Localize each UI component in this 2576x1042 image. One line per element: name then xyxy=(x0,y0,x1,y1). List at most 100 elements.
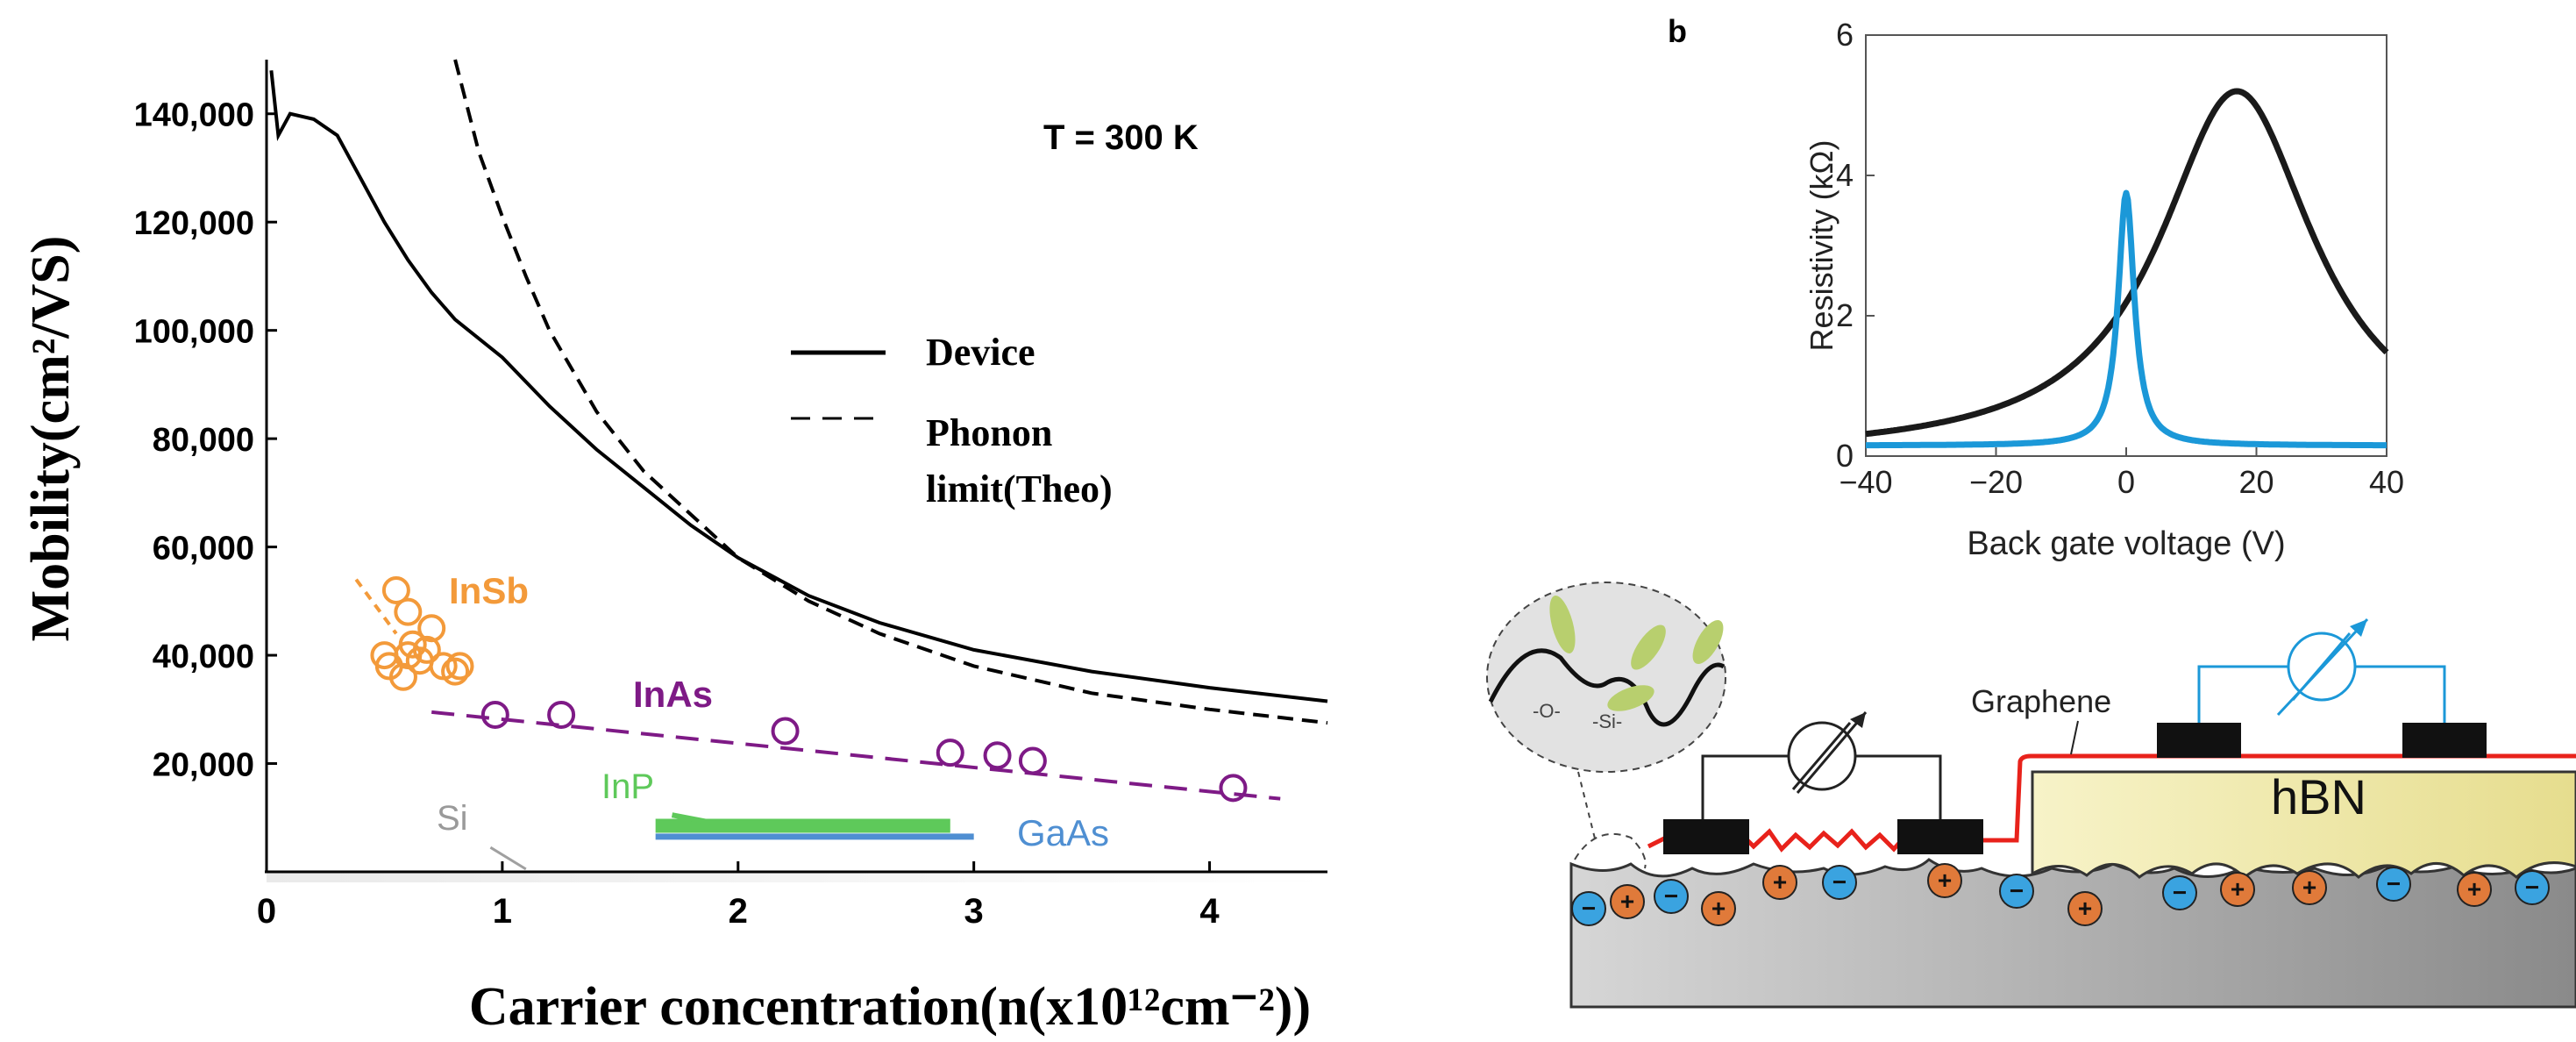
negative-charge xyxy=(1822,865,1857,900)
resistivity-series xyxy=(1864,88,2389,449)
resistivity-y-tick-label: 4 xyxy=(1836,157,1854,193)
label-insb: InSb xyxy=(449,570,529,611)
mobility-x-tick-label: 2 xyxy=(729,892,748,931)
inset-pointer xyxy=(1577,771,1597,843)
resistivity-y-tick-label: 6 xyxy=(1836,17,1854,53)
right-meter-arrow xyxy=(2276,617,2369,717)
negative-charge-sign: − xyxy=(2173,879,2187,906)
resistivity-y-tick-label: 0 xyxy=(1836,438,1854,474)
substrate xyxy=(1569,858,2576,1009)
resistivity-x-tick-label: −20 xyxy=(1969,464,2023,500)
mobility-y-tick-label: 120,000 xyxy=(134,205,254,242)
label-si: Si xyxy=(437,799,468,838)
series-inas-point xyxy=(771,717,800,746)
negative-charge xyxy=(2162,875,2197,910)
positive-charge-sign: + xyxy=(2467,875,2481,903)
series-inas-trend xyxy=(431,710,1281,801)
positive-charge xyxy=(2457,872,2492,907)
positive-charge-sign: + xyxy=(1711,895,1726,922)
left-source-electrode xyxy=(1663,819,1749,854)
resistivity-x-tick-label: 0 xyxy=(2117,464,2135,500)
inset-graphene-curve xyxy=(1488,648,1726,727)
hbn-layer xyxy=(2031,770,2576,879)
positive-charge xyxy=(2220,872,2255,907)
mobility-x-tick-label: 4 xyxy=(1199,892,1220,931)
series-inas-point xyxy=(1018,746,1047,775)
mobility-y-tick-label: 60,000 xyxy=(153,531,254,567)
inset-atom-label-1: -O- xyxy=(1533,700,1561,722)
inset-atom-label-2: -Si- xyxy=(1592,710,1622,732)
series-insb-point xyxy=(412,635,441,664)
zoom-inset: -O- -Si- xyxy=(1486,582,1726,843)
series-insb-point xyxy=(441,657,470,686)
inset-orbital-3 xyxy=(1607,685,1654,711)
series-insb-point xyxy=(381,575,410,604)
mobility-x-tick-label: 3 xyxy=(964,892,984,931)
negative-charge xyxy=(1654,879,1689,914)
resistivity-x-tick-label: 20 xyxy=(2238,464,2274,500)
graphene-label: Graphene xyxy=(1971,683,2111,719)
series-inas-point xyxy=(1219,774,1248,803)
resistivity-x-axis-title: Back gate voltage (V) xyxy=(1967,525,2285,562)
positive-charge xyxy=(1701,891,1736,926)
inset-orbital-1 xyxy=(1549,596,1576,653)
negative-charge-sign: − xyxy=(1582,895,1596,922)
positive-charge-sign: + xyxy=(1773,868,1787,896)
positive-charge xyxy=(1927,863,1962,898)
mobility-x-tick-label: 0 xyxy=(257,892,276,931)
series-insb-point xyxy=(394,597,423,626)
graphene-label-leader xyxy=(2070,720,2079,755)
left-meter-needle xyxy=(1791,722,1852,790)
label-inp: InP xyxy=(601,767,654,806)
series-phonon-limit-theo--line xyxy=(453,59,1328,725)
series-insb-point xyxy=(417,614,446,643)
negative-charge-sign: − xyxy=(2387,870,2401,897)
left-meter-arrow xyxy=(1796,711,1868,794)
positive-charge-sign: + xyxy=(2302,874,2316,901)
mobility-y-tick-label: 140,000 xyxy=(134,97,254,134)
series-inas-point xyxy=(547,700,576,729)
negative-charge xyxy=(2376,867,2411,902)
inset-orbital-2 xyxy=(1631,624,1666,670)
mobility-y-tick-label: 40,000 xyxy=(153,639,254,675)
series-insb-trend xyxy=(354,578,398,635)
positive-charge xyxy=(2292,870,2327,905)
left-meter-arrowhead xyxy=(1850,712,1866,728)
resistivity-curve-hbn xyxy=(1864,189,2388,449)
mobility-legend: Device Phonon limit(Theo) xyxy=(791,331,1113,510)
series-device-line xyxy=(269,70,1328,703)
resistivity-plot-frame xyxy=(1865,34,2387,457)
device-schematic: Graphene hBN -O- -Si- − + − ++ − + −+− + + − + − xyxy=(1486,582,2576,1009)
trapped-charges: − + − ++ − + −+− + + − + − xyxy=(1571,863,2550,926)
mobility-y-tick-label: 100,000 xyxy=(134,314,254,351)
label-gaas: GaAs xyxy=(1017,812,1109,853)
positive-charge-sign: + xyxy=(2231,875,2245,903)
right-source-electrode xyxy=(2157,723,2241,758)
mobility-x-axis-title: Carrier concentration(n(x10¹²cm⁻²)) xyxy=(469,977,1311,1037)
negative-charge xyxy=(2515,870,2550,905)
series-insb-point xyxy=(394,641,423,670)
series-si-line xyxy=(489,846,527,871)
resistivity-curve-sio2 xyxy=(1864,88,2389,438)
positive-charge-sign: + xyxy=(2078,895,2092,922)
negative-charge-sign: − xyxy=(2525,874,2539,901)
legend-phonon-label-2: limit(Theo) xyxy=(926,467,1113,510)
temperature-annotation: T = 300 K xyxy=(1043,118,1199,157)
left-drain-electrode xyxy=(1897,819,1983,854)
hbn-label: hBN xyxy=(2271,769,2366,824)
panel-label-b: b xyxy=(1668,13,1687,49)
label-inas: InAs xyxy=(633,674,713,715)
positive-charge xyxy=(1610,884,1645,919)
legend-phonon-label: Phonon xyxy=(926,411,1052,454)
mobility-series xyxy=(269,59,1328,871)
series-insb-point xyxy=(445,652,474,681)
mobility-ticks: 20,00040,00060,00080,000100,000120,00014… xyxy=(134,97,1220,931)
inset-origin-marker xyxy=(1574,832,1647,869)
resistivity-y-tick-label: 2 xyxy=(1836,297,1854,333)
negative-charge-sign: − xyxy=(1664,882,1678,910)
mobility-y-tick-label: 20,000 xyxy=(153,747,254,784)
negative-charge-sign: − xyxy=(1832,868,1847,896)
right-drain-electrode xyxy=(2402,723,2487,758)
